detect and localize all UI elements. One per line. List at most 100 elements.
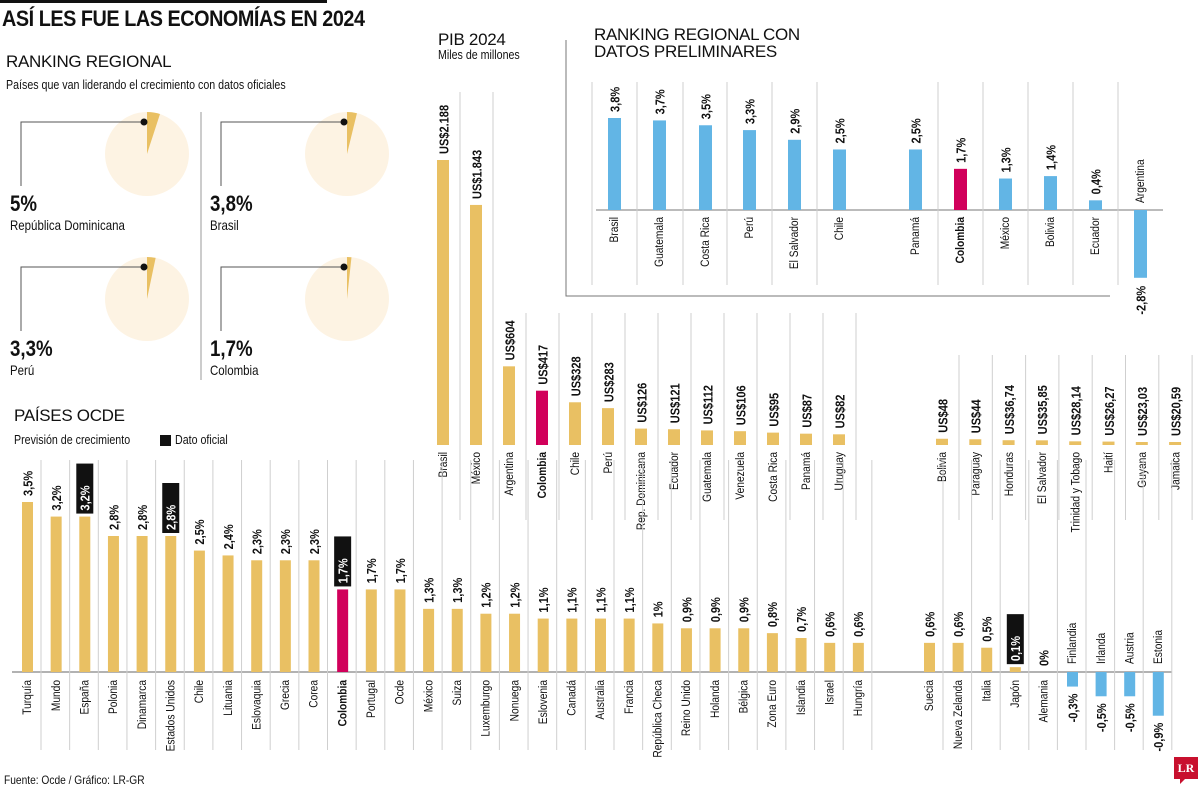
ocde-category-label-16: Luxemburgo [480, 680, 493, 737]
ranking-preliminar-chart: 3,8% Brasil 3,7% Guatemala 3,5% Costa Rica 3,3… [565, 40, 1163, 315]
ranking-preliminar-category-label-6: Panamá [910, 216, 923, 255]
ocde-value-label-33: 0,1% [1008, 636, 1023, 661]
ranking-preliminar-value-label-5: 2,5% [832, 118, 847, 143]
ocde-bar-31 [952, 642, 964, 672]
ocde-category-label-18: Eslovenia [537, 679, 550, 724]
ocde-value-label-6: 2,5% [192, 519, 207, 544]
ocde-subtitle: Previsión de crecimiento [14, 432, 131, 447]
pib-bar-2 [503, 366, 515, 445]
pib-value-label-19: US$23,03 [1135, 387, 1150, 436]
pie-2 [20, 257, 189, 341]
ocde-value-label-17: 1,2% [508, 582, 523, 607]
ocde-bar-27 [795, 638, 807, 672]
ocde-official-badge-2 [76, 463, 94, 514]
pie-value: 3,3% [10, 336, 53, 361]
ocde-value-label-24: 0,9% [708, 597, 723, 622]
ocde-title: PAÍSES OCDE [14, 406, 125, 425]
pib-title: PIB 2024 [438, 30, 506, 49]
ranking-preliminar-value-label-11: -2,8% [1133, 286, 1148, 315]
ocde-bar-28 [824, 642, 836, 672]
ocde-value-label-9: 2,3% [278, 529, 293, 554]
page-title: ASÍ LES FUE LAS ECONOMÍAS EN 2024 [2, 6, 365, 31]
pib-value-label-12: US$82 [832, 394, 847, 428]
ocde-value-label-18: 1,1% [536, 587, 551, 612]
ocde-bar-25 [738, 628, 750, 672]
pib-category-label-15: Honduras [1003, 452, 1016, 497]
ranking-preliminar-category-label-0: Brasil [609, 217, 622, 242]
ocde-value-label-16: 1,2% [479, 582, 494, 607]
ocde-category-label-35: Finlandia [1067, 622, 1080, 664]
pie-country: Brasil [210, 217, 239, 233]
ocde-value-label-21: 1,1% [622, 587, 637, 612]
pie-country: Perú [10, 362, 35, 378]
ocde-value-label-38: -0,9% [1151, 722, 1166, 751]
ranking-preliminar-bar-9 [1044, 176, 1057, 210]
ocde-category-label-0: Turquía [22, 679, 35, 714]
ocde-bar-13 [394, 589, 406, 672]
ocde-category-label-31: Nueva Zelanda [952, 679, 965, 749]
ocde-category-label-26: Zona Euro [766, 680, 779, 728]
pib-category-label-10: Costa Rica [768, 451, 781, 502]
pib-value-label-0: US$2.188 [436, 105, 451, 154]
ocde-bar-7 [222, 555, 234, 672]
ocde-value-label-27: 0,7% [794, 607, 809, 632]
pib-bar-16 [1035, 440, 1048, 445]
pie-leader-dot [140, 263, 148, 271]
ocde-category-label-22: República Checa [652, 679, 665, 757]
pib-bar-5 [602, 408, 614, 445]
pib-value-label-15: US$36,74 [1002, 385, 1017, 434]
pie-slice [347, 257, 352, 299]
ocde-bar-14 [423, 608, 435, 672]
ranking-preliminar-category-label-5: Chile [834, 217, 847, 240]
ocde-value-label-13: 1,7% [393, 558, 408, 583]
pib-value-label-7: US$121 [667, 383, 682, 423]
ranking-preliminar-category-label-3: Perú [744, 217, 757, 239]
ocde-value-label-8: 2,3% [250, 529, 265, 554]
ranking-preliminar-category-label-2: Costa Rica [700, 216, 713, 267]
ocde-category-label-13: Ocde [394, 680, 407, 704]
ocde-category-label-10: Corea [308, 679, 321, 707]
pib-bar-1 [470, 204, 482, 445]
ocde-bar-26 [766, 633, 778, 672]
ocde-value-label-26: 0,8% [765, 602, 780, 627]
pib-category-label-11: Panamá [801, 451, 814, 490]
pib-bar-18 [1102, 441, 1115, 445]
pib-bar-0 [437, 160, 449, 445]
ranking-preliminar-category-label-8: México [1000, 217, 1013, 249]
pib-category-label-5: Perú [603, 452, 616, 474]
ocde-value-label-31: 0,6% [951, 611, 966, 636]
pie-leader-dot [340, 263, 348, 271]
pib-value-label-5: US$283 [601, 362, 616, 402]
ocde-value-label-20: 1,1% [593, 587, 608, 612]
ocde-category-label-24: Holanda [709, 679, 722, 718]
ocde-bar-24 [709, 628, 721, 672]
ranking-preliminar-bar-1 [653, 120, 666, 210]
pie-value: 3,8% [210, 191, 253, 216]
pib-bar-4 [569, 402, 581, 445]
ranking-preliminar-value-label-3: 3,3% [742, 99, 757, 124]
ocde-category-label-1: Mundo [50, 680, 63, 711]
pib-category-label-18: Haití [1103, 451, 1116, 473]
ranking-preliminar-bar-4 [788, 139, 801, 210]
ranking-preliminar-value-label-8: 1,3% [998, 147, 1013, 172]
ocde-value-label-1: 3,2% [49, 485, 64, 510]
ranking-regional-title: RANKING REGIONAL [6, 52, 172, 71]
pib-value-label-6: US$126 [634, 382, 649, 422]
ocde-official-badge-11 [334, 536, 352, 587]
ocde-category-label-2: España [79, 679, 92, 714]
ranking-preliminar-value-label-0: 3,8% [607, 87, 622, 112]
ranking-preliminar-bar-6 [909, 149, 922, 210]
ocde-bar-23 [680, 628, 692, 672]
ocde-bar-30 [924, 642, 935, 672]
ocde-bar-17 [509, 613, 521, 672]
ocde-bar-12 [365, 589, 377, 672]
pib-bar-13 [936, 438, 948, 445]
ocde-bar-18 [537, 618, 549, 672]
ocde-bar-9 [279, 560, 291, 672]
ocde-legend: Dato oficial [160, 432, 239, 447]
ocde-bar-0 [22, 502, 33, 672]
pib-value-label-2: US$604 [502, 320, 517, 360]
pib-bar-7 [668, 429, 680, 445]
pib-bar-3 [536, 390, 548, 445]
ranking-preliminar-category-label-10: Ecuador [1090, 217, 1103, 255]
